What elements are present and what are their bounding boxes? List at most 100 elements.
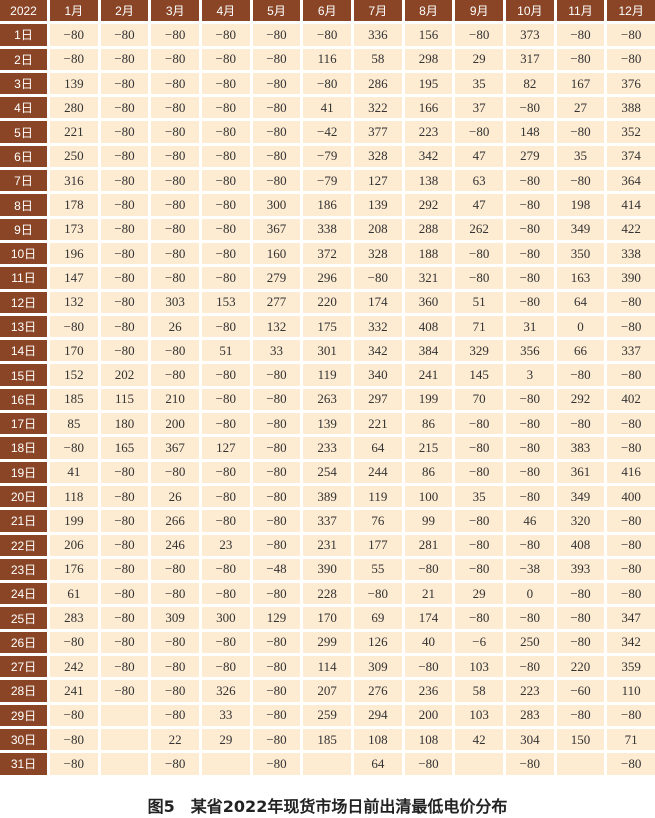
table-cell: 262	[455, 218, 503, 240]
table-cell: −80	[556, 704, 605, 726]
table-cell: −80	[151, 631, 199, 654]
table-cell: 317	[506, 48, 554, 70]
table-cell: −80	[455, 267, 503, 289]
table-cell: 241	[50, 680, 98, 702]
table-cell: −80	[100, 340, 149, 362]
table-cell: 64	[556, 291, 605, 313]
table-cell: 259	[303, 704, 351, 726]
table-cell: 61	[50, 583, 98, 605]
table-cell: −80	[202, 364, 250, 386]
table-cell: 292	[404, 194, 453, 216]
table-cell: −80	[506, 656, 554, 678]
table-cell: −80	[506, 534, 554, 556]
table-cell: 35	[556, 145, 605, 168]
table-cell: 286	[354, 72, 402, 95]
table-cell: −80	[202, 485, 250, 508]
table-cell: −80	[151, 558, 199, 581]
table-cell: 40	[404, 631, 453, 654]
table-cell: −80	[506, 413, 554, 435]
table-cell: 202	[100, 364, 149, 386]
table-cell: −80	[455, 461, 503, 483]
table-cell: −80	[202, 315, 250, 338]
table-cell: 342	[607, 631, 655, 654]
table-cell: 200	[404, 704, 453, 726]
table-cell: 383	[556, 437, 605, 459]
table-cell: −80	[151, 145, 199, 168]
table-cell: −80	[404, 753, 453, 775]
table-cell: 3	[506, 364, 554, 386]
table-cell: −80	[202, 461, 250, 483]
table-cell: 99	[404, 510, 453, 532]
table-cell: 329	[455, 340, 503, 362]
table-cell: 147	[50, 267, 98, 289]
row-header: 3日	[0, 72, 47, 95]
table-cell: −80	[151, 218, 199, 240]
table-cell: −80	[455, 607, 503, 629]
table-cell: 110	[607, 680, 655, 702]
row-header: 11日	[0, 267, 47, 289]
column-header: 5月	[252, 0, 301, 22]
table-cell: 103	[455, 656, 503, 678]
table-cell: 170	[50, 340, 98, 362]
table-cell: 82	[506, 72, 554, 95]
table-cell: 64	[354, 753, 402, 775]
table-cell: −80	[202, 145, 250, 168]
row-header: 1日	[0, 24, 47, 46]
table-cell: −80	[556, 121, 605, 143]
table-cell: −80	[50, 704, 98, 726]
table-cell: 127	[202, 437, 250, 459]
table-cell: −80	[252, 413, 301, 435]
table-cell: 51	[202, 340, 250, 362]
table-cell: 198	[556, 194, 605, 216]
table-cell: −80	[202, 72, 250, 95]
table-cell: 66	[556, 340, 605, 362]
table-cell: 108	[404, 728, 453, 751]
table-cell: −80	[151, 704, 199, 726]
table-cell: 283	[50, 607, 98, 629]
table-cell: −80	[506, 388, 554, 411]
table-cell: −80	[202, 413, 250, 435]
table-cell: 139	[303, 413, 351, 435]
table-cell: 176	[50, 558, 98, 581]
table-cell: 422	[607, 218, 655, 240]
table-cell: 340	[354, 364, 402, 386]
table-cell: 266	[151, 510, 199, 532]
table-cell: −80	[100, 631, 149, 654]
table-cell: −80	[151, 24, 199, 46]
row-header: 25日	[0, 607, 47, 629]
table-cell: 364	[607, 170, 655, 192]
table-cell: 328	[354, 242, 402, 265]
table-cell: −80	[252, 364, 301, 386]
table-cell: 138	[404, 170, 453, 192]
table-cell: −80	[252, 631, 301, 654]
table-cell: 33	[252, 340, 301, 362]
table-cell: −80	[100, 97, 149, 119]
table-cell: 288	[404, 218, 453, 240]
table-cell: 360	[404, 291, 453, 313]
table-cell: −80	[151, 121, 199, 143]
table-cell: 103	[455, 704, 503, 726]
table-cell: 207	[303, 680, 351, 702]
table-cell: 388	[607, 97, 655, 119]
table-cell: 42	[455, 728, 503, 751]
table-cell: 223	[506, 680, 554, 702]
row-header: 16日	[0, 388, 47, 411]
table-cell: −80	[202, 558, 250, 581]
table-cell: 29	[202, 728, 250, 751]
table-cell: −80	[202, 631, 250, 654]
table-cell: 27	[556, 97, 605, 119]
table-cell: 208	[354, 218, 402, 240]
table-cell: −80	[607, 437, 655, 459]
table-cell: 200	[151, 413, 199, 435]
row-header: 26日	[0, 631, 47, 654]
table-cell: −80	[607, 558, 655, 581]
table-cell: −80	[252, 145, 301, 168]
table-cell: 21	[404, 583, 453, 605]
table-cell: −80	[202, 97, 250, 119]
table-cell: 376	[607, 72, 655, 95]
table-cell: −80	[100, 656, 149, 678]
table-cell: 63	[455, 170, 503, 192]
table-cell: −80	[354, 267, 402, 289]
table-cell: −80	[506, 291, 554, 313]
table-cell: −80	[556, 583, 605, 605]
